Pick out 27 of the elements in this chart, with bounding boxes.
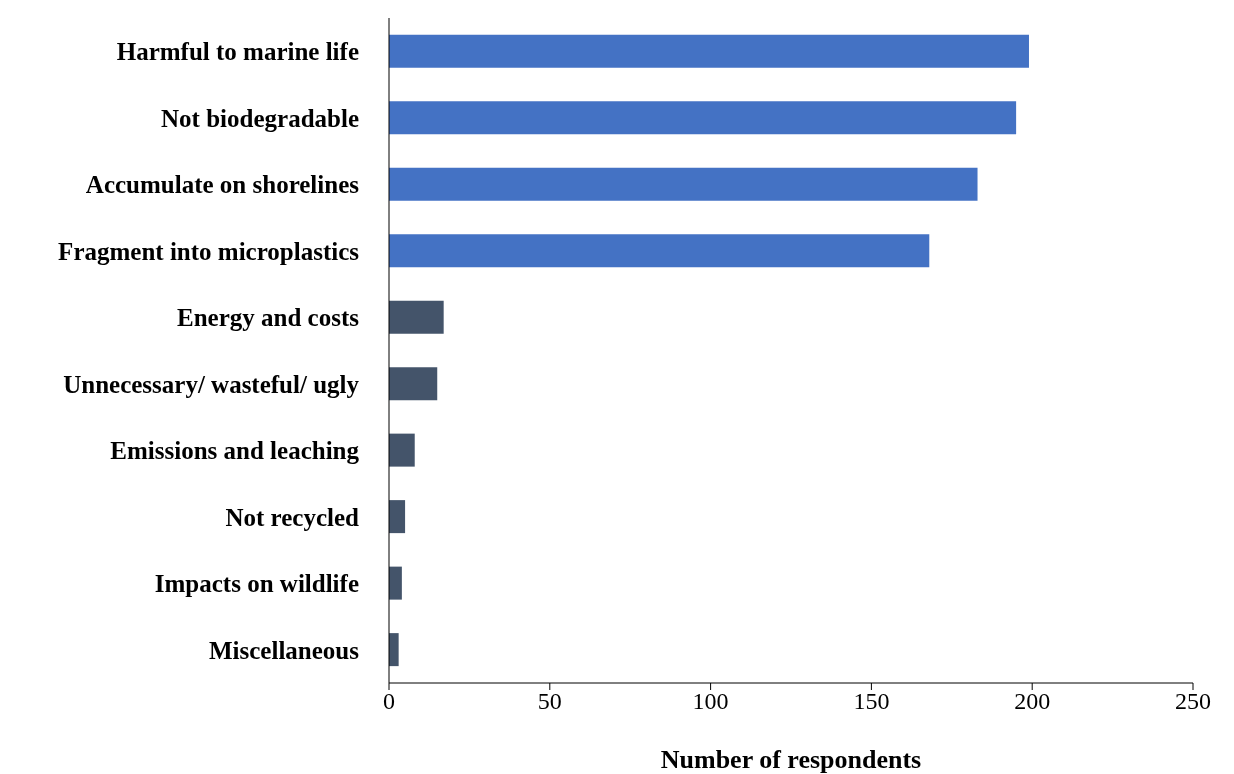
y-tick-label: Accumulate on shorelines: [85, 171, 360, 199]
bar: [389, 234, 930, 268]
y-tick-label: Energy and costs: [177, 304, 360, 332]
x-tick-label: 0: [383, 688, 395, 715]
x-axis-title: Number of respondents: [660, 745, 922, 774]
y-tick-label: Harmful to marine life: [116, 38, 359, 66]
x-tick-label: 200: [1014, 688, 1051, 715]
bar: [389, 500, 406, 534]
x-tick-label: 150: [853, 688, 890, 715]
y-tick-label: Emissions and leaching: [110, 437, 360, 465]
x-tick-label: 100: [692, 688, 729, 715]
bar: [389, 34, 1029, 68]
bar: [389, 367, 438, 401]
y-tick-label: Not recycled: [225, 503, 360, 531]
x-tick-label: 50: [537, 688, 562, 715]
bar: [389, 566, 402, 600]
y-tick-label: Miscellaneous: [209, 636, 360, 664]
bar: [389, 101, 1017, 135]
y-tick-label: Not biodegradable: [161, 104, 359, 132]
bar: [389, 433, 415, 467]
bar: [389, 633, 399, 667]
bar: [389, 300, 444, 334]
y-tick-label: Fragment into microplastics: [58, 237, 360, 265]
x-tick-label: 250: [1175, 688, 1211, 715]
bar: [389, 167, 978, 201]
y-tick-label: Impacts on wildlife: [154, 570, 359, 598]
y-tick-label: Unnecessary/ wasteful/ ugly: [63, 370, 360, 398]
